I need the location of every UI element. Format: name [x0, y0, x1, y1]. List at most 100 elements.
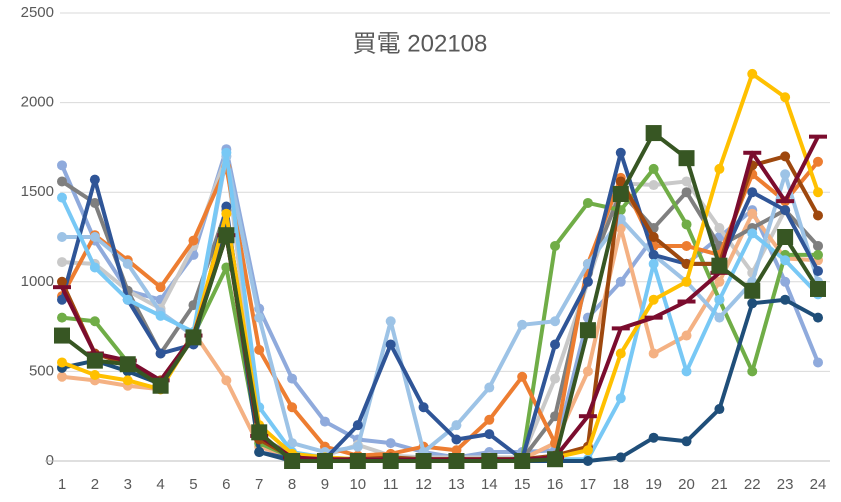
marker	[221, 262, 232, 273]
marker	[813, 156, 823, 167]
marker	[57, 257, 67, 268]
x-tick-label: 20	[678, 476, 695, 493]
x-tick-label: 17	[580, 476, 597, 493]
x-tick-label: 14	[481, 476, 498, 493]
x-tick-label: 1	[58, 476, 66, 493]
marker	[57, 232, 67, 242]
marker	[221, 201, 232, 212]
marker	[743, 150, 762, 155]
x-tick-label: 9	[321, 476, 329, 493]
marker	[89, 316, 100, 327]
marker	[681, 330, 692, 341]
marker	[747, 208, 758, 219]
marker	[517, 371, 528, 382]
marker	[678, 150, 695, 167]
marker	[747, 298, 758, 309]
marker	[809, 134, 827, 139]
marker	[287, 373, 298, 384]
marker	[550, 316, 561, 327]
marker	[714, 223, 725, 234]
marker	[615, 393, 626, 404]
marker	[648, 163, 659, 174]
marker	[615, 348, 626, 359]
marker	[254, 312, 265, 323]
marker	[251, 424, 268, 441]
x-tick-label: 18	[612, 476, 629, 493]
marker	[547, 451, 564, 468]
marker	[747, 366, 758, 377]
marker	[681, 176, 692, 187]
marker	[681, 276, 692, 287]
marker	[122, 258, 133, 269]
marker	[776, 199, 795, 204]
marker	[155, 310, 166, 321]
marker	[780, 205, 791, 216]
marker	[645, 125, 662, 142]
marker	[582, 456, 593, 466]
marker	[714, 404, 725, 415]
x-tick-label: 22	[744, 476, 761, 493]
marker	[648, 258, 659, 269]
marker	[89, 197, 100, 208]
marker	[677, 299, 696, 304]
y-tick-label: 2500	[21, 4, 54, 21]
marker	[714, 294, 725, 305]
marker	[780, 151, 791, 162]
x-tick-label: 2	[91, 476, 99, 493]
series-line	[60, 135, 820, 462]
marker	[615, 276, 626, 287]
marker	[550, 339, 561, 350]
marker	[57, 276, 67, 287]
marker	[57, 192, 67, 203]
marker	[89, 232, 100, 242]
marker	[382, 453, 399, 469]
marker	[582, 276, 593, 287]
x-tick-label: 5	[189, 476, 197, 493]
marker	[514, 453, 531, 469]
marker	[57, 371, 67, 382]
marker	[747, 187, 758, 198]
marker	[550, 373, 561, 384]
chart-title: 買電 202108	[353, 30, 488, 57]
marker	[352, 420, 363, 431]
marker	[681, 240, 692, 251]
marker	[615, 176, 626, 187]
marker	[582, 445, 593, 456]
series-line	[60, 131, 820, 463]
marker	[747, 228, 758, 239]
marker	[681, 219, 692, 230]
x-tick-label: 21	[711, 476, 728, 493]
marker	[221, 208, 232, 219]
marker	[284, 453, 301, 469]
marker	[451, 420, 462, 431]
marker	[681, 436, 692, 447]
marker	[813, 312, 823, 323]
marker	[418, 402, 429, 413]
marker	[578, 414, 597, 419]
marker	[287, 402, 298, 413]
y-tick-label: 0	[46, 452, 54, 469]
marker	[582, 197, 593, 208]
marker	[681, 366, 692, 377]
x-tick-label: 15	[514, 476, 531, 493]
marker	[155, 348, 166, 359]
y-tick-label: 1000	[21, 273, 54, 290]
marker	[451, 434, 462, 445]
marker	[415, 453, 432, 469]
marker	[316, 453, 333, 469]
marker	[579, 322, 596, 339]
marker	[813, 210, 823, 221]
marker	[188, 235, 199, 246]
marker	[648, 232, 659, 242]
y-tick-label: 500	[29, 362, 54, 379]
marker	[615, 147, 626, 158]
marker	[780, 92, 791, 103]
marker	[254, 344, 265, 355]
series-line	[60, 160, 820, 458]
marker	[152, 377, 169, 394]
marker	[615, 452, 626, 463]
marker	[777, 229, 794, 245]
marker	[319, 416, 330, 427]
marker	[714, 163, 725, 174]
